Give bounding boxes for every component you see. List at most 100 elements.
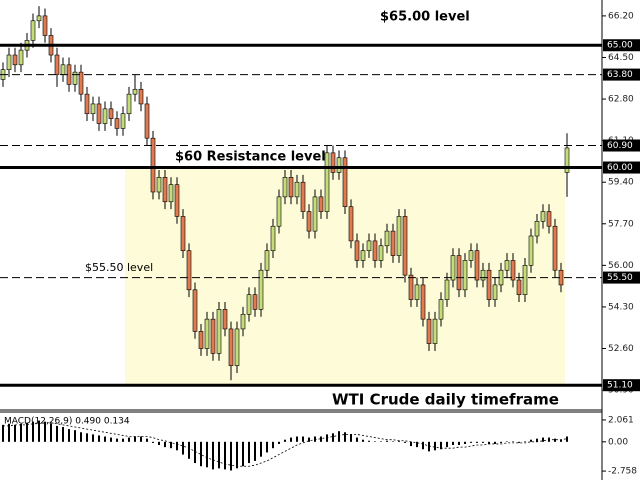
annotation: $65.00 level — [380, 10, 470, 25]
candle-body — [162, 177, 168, 203]
level-label: 55.50 — [607, 273, 633, 283]
level-label-box — [603, 379, 640, 392]
candle-body — [318, 196, 324, 212]
candle-body — [354, 240, 360, 261]
macd-y-tick-label: 0.00 — [608, 437, 628, 447]
candle-body — [432, 318, 438, 344]
candle-body — [522, 265, 528, 296]
candle-body — [450, 255, 456, 281]
candle-body — [336, 157, 342, 173]
level-label-box — [603, 161, 640, 174]
level-label: 65.00 — [607, 41, 633, 51]
candle-body — [186, 250, 192, 291]
candle-body — [36, 15, 42, 22]
candle-body — [414, 284, 420, 300]
candle-body — [30, 20, 36, 41]
y-tick-label: 54.30 — [608, 302, 634, 312]
candle-body — [252, 294, 258, 310]
candle-body — [534, 221, 540, 237]
candle-body — [234, 328, 240, 366]
y-tick-label: 64.50 — [608, 53, 634, 63]
candle-body — [468, 250, 474, 261]
candle-body — [366, 240, 372, 251]
level-label-box — [603, 271, 640, 284]
candle-body — [90, 103, 96, 115]
candle-body — [228, 328, 234, 366]
candle-body — [330, 152, 336, 173]
candle-body — [258, 269, 264, 310]
candle-body — [282, 177, 288, 198]
candle-body — [150, 137, 156, 193]
y-tick-label: 62.80 — [608, 95, 634, 105]
candle-body — [384, 230, 390, 247]
candle-body — [78, 71, 84, 95]
candle-body — [360, 250, 366, 261]
candle-body — [246, 294, 252, 315]
candle-body — [264, 250, 270, 271]
candle-body — [372, 240, 378, 261]
candle-body — [144, 103, 150, 139]
candle-body — [528, 235, 534, 266]
annotation: $60 Resistance level — [175, 150, 326, 165]
candle-body — [378, 245, 384, 261]
level-label: 60.90 — [607, 141, 633, 151]
macd-y-tick-label: -2.758 — [608, 467, 637, 477]
candle-body — [240, 313, 246, 330]
candle-body — [324, 152, 330, 212]
macd-label: MACD(12,26,9) 0.490 0.134 — [4, 417, 130, 427]
candle-body — [12, 54, 18, 66]
candle-body — [438, 299, 444, 320]
level-label: 51.10 — [607, 381, 633, 391]
candle-body — [420, 284, 426, 320]
candle-body — [342, 157, 348, 207]
candle-body — [426, 318, 432, 344]
candle-body — [138, 88, 144, 105]
candle-body — [168, 184, 174, 203]
candle-body — [60, 64, 66, 75]
level-label: 60.00 — [607, 163, 633, 173]
candle-body — [198, 331, 204, 349]
y-tick-label: 57.70 — [608, 219, 634, 229]
candle-body — [120, 113, 126, 129]
y-tick-label: 52.60 — [608, 344, 634, 354]
candle-body — [96, 103, 102, 124]
candle-body — [216, 309, 222, 354]
candle-body — [462, 260, 468, 291]
candle-body — [42, 15, 48, 36]
candle-body — [180, 216, 186, 251]
candle-body — [288, 177, 294, 198]
candle-body — [480, 269, 486, 281]
candle-body — [6, 54, 12, 71]
y-tick-label: 59.40 — [608, 178, 634, 188]
candle-body — [108, 108, 114, 119]
annotation: WTI Crude daily timeframe — [332, 391, 559, 409]
macd-y-tick-label: 2.061 — [608, 415, 634, 425]
candle-body — [510, 260, 516, 281]
candle-body — [504, 260, 510, 271]
candle-body — [132, 88, 138, 95]
candle-body — [294, 181, 300, 198]
y-tick-label: 66.20 — [608, 11, 634, 21]
candle-body — [348, 206, 354, 242]
candle-body — [192, 289, 198, 332]
candle-body — [72, 71, 78, 85]
candle-body — [408, 274, 414, 300]
candle-body — [540, 211, 546, 222]
candle-body — [174, 184, 180, 217]
candle-body — [564, 147, 570, 173]
macd-signal — [3, 422, 568, 467]
candle-body — [306, 211, 312, 232]
candle-body — [312, 196, 318, 232]
candle-body — [54, 54, 60, 75]
candle-body — [204, 318, 210, 349]
level-label: 63.80 — [607, 70, 633, 80]
candle-body — [552, 225, 558, 271]
candle-body — [444, 279, 450, 300]
candle-body — [114, 118, 120, 129]
candle-body — [270, 225, 276, 251]
candle-body — [456, 255, 462, 291]
candle-body — [126, 93, 132, 115]
annotation: $55.50 level — [85, 261, 153, 274]
candle-body — [390, 230, 396, 256]
